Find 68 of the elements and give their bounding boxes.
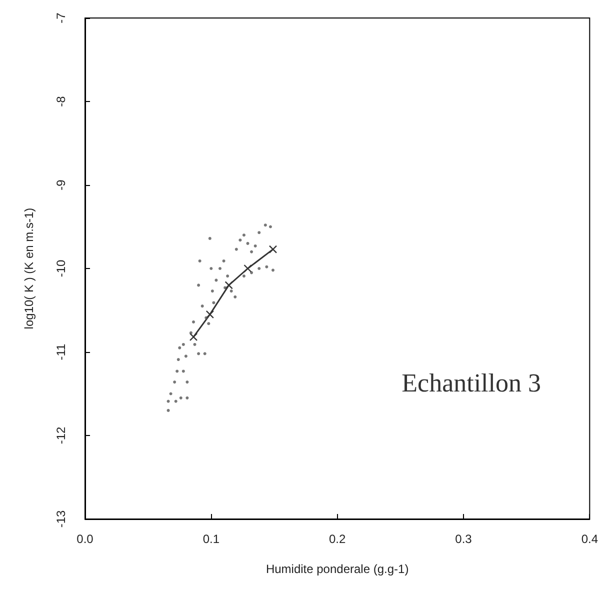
point [166, 408, 170, 412]
x-tick-label: 0.3 [455, 532, 472, 546]
point [258, 267, 261, 270]
y-tick-label: -13 [54, 510, 68, 528]
point [192, 320, 195, 324]
y-tick-label: -11 [54, 343, 68, 360]
point [234, 295, 237, 298]
point [207, 322, 210, 326]
point [210, 290, 214, 293]
y-tick-label: -8 [54, 96, 68, 107]
point [264, 224, 267, 227]
point [212, 301, 216, 304]
point [206, 310, 214, 319]
point [214, 278, 218, 282]
point [198, 259, 202, 262]
point [224, 281, 233, 290]
point [176, 358, 180, 362]
point [258, 231, 261, 234]
point [271, 268, 274, 272]
point [208, 236, 212, 240]
point [224, 286, 227, 290]
point [268, 225, 272, 228]
y-tick-label: -9 [54, 179, 68, 190]
point [173, 380, 176, 384]
point [184, 354, 188, 358]
point [186, 396, 189, 400]
x-tick-label: 0.0 [76, 532, 94, 546]
x-tick-label: 0.2 [328, 532, 346, 546]
y-tick-label: -7 [54, 12, 68, 24]
point [200, 304, 204, 308]
point [242, 274, 246, 278]
point [226, 274, 230, 278]
point [210, 267, 213, 270]
point [176, 370, 179, 373]
point [268, 245, 278, 254]
point [250, 250, 254, 254]
point [222, 259, 226, 262]
point [238, 238, 242, 242]
point [166, 400, 170, 403]
point [218, 267, 222, 270]
point [179, 396, 182, 400]
y-tick-label: -12 [54, 426, 68, 444]
point [203, 352, 206, 356]
point [254, 244, 257, 248]
point [197, 352, 200, 356]
point [244, 264, 252, 273]
point [230, 290, 233, 293]
point [182, 370, 185, 373]
point [246, 242, 250, 245]
point [234, 248, 238, 251]
x-tick-label: 0.1 [202, 532, 220, 546]
point [242, 234, 246, 237]
point [250, 271, 254, 274]
point [189, 332, 198, 342]
y-tick-label: -10 [54, 260, 68, 278]
point [193, 342, 196, 346]
annotation: Echantillon 3 [402, 368, 542, 398]
point [189, 331, 192, 334]
y-axis-title: log10( K ) (K en m.s-1) [22, 208, 36, 330]
x-tick-label: 0.4 [581, 532, 598, 546]
point [204, 316, 208, 320]
point [178, 346, 182, 350]
point [265, 265, 268, 268]
point [169, 392, 172, 396]
point [186, 380, 189, 384]
x-axis-title: Humidite ponderale (g.g-1) [266, 562, 409, 576]
point [182, 342, 185, 346]
point [197, 284, 200, 287]
